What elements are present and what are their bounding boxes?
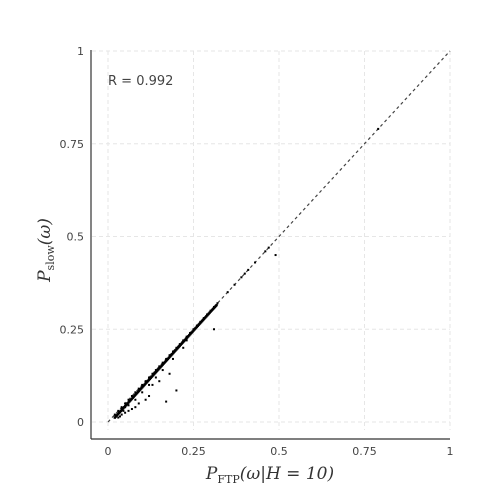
axes xyxy=(90,50,450,440)
outlier-point-7 xyxy=(151,383,154,386)
y-tick-label-2: 0.5 xyxy=(67,231,85,244)
outlier-point-20 xyxy=(141,391,144,394)
data-point-0 xyxy=(113,413,116,416)
data-point-35 xyxy=(247,268,250,271)
data-point-33 xyxy=(240,276,243,279)
outlier-point-1 xyxy=(213,328,216,331)
outlier-point-12 xyxy=(130,408,133,411)
x-tick-labels: 0 0.25 0.5 0.75 1 xyxy=(105,445,454,458)
outlier-point-3 xyxy=(165,400,168,403)
data-point-6 xyxy=(134,391,137,394)
outlier-point-9 xyxy=(144,398,147,401)
data-point-37 xyxy=(264,250,267,253)
x-axis-title-base: P xyxy=(205,464,218,484)
outlier-point-5 xyxy=(168,372,171,375)
y-tick-label-0: 0 xyxy=(77,416,84,429)
x-tick-label-3: 0.75 xyxy=(352,445,377,458)
outlier-point-17 xyxy=(118,415,121,418)
y-axis-title-base: P xyxy=(35,270,55,283)
outlier-point-23 xyxy=(171,357,174,360)
data-point-10 xyxy=(148,376,151,379)
data-point-7 xyxy=(137,387,140,390)
outlier-point-27 xyxy=(127,404,130,407)
x-tick-label-0: 0 xyxy=(105,445,112,458)
x-tick-label-2: 0.5 xyxy=(270,445,288,458)
outlier-point-10 xyxy=(137,402,140,405)
data-point-3 xyxy=(124,402,127,405)
outlier-point-24 xyxy=(185,339,188,342)
y-axis-title: Pslow(ω) xyxy=(35,218,57,283)
cluster-point xyxy=(215,303,218,307)
outlier-point-2 xyxy=(175,389,178,392)
data-point-36 xyxy=(254,261,257,264)
data-point-38 xyxy=(267,246,270,249)
outlier-point-6 xyxy=(158,380,161,383)
outlier-point-25 xyxy=(148,383,151,386)
data-point-34 xyxy=(243,272,246,275)
data-point-1 xyxy=(117,409,120,412)
x-axis-title-arg: (ω|H = 10) xyxy=(240,464,334,484)
x-axis-title-sub: FTP xyxy=(217,473,240,486)
outlier-point-0 xyxy=(274,254,277,257)
y-axis-title-arg: (ω) xyxy=(35,218,55,245)
x-axis-title: PFTP(ω|H = 10) xyxy=(205,464,334,486)
outlier-point-15 xyxy=(122,409,125,412)
data-point-30 xyxy=(216,302,219,305)
outlier-point-4 xyxy=(182,346,185,349)
data-point-4 xyxy=(127,398,130,401)
y-axis-title-sub: slow xyxy=(44,245,57,271)
outlier-point-14 xyxy=(124,411,127,414)
outlier-point-22 xyxy=(161,369,164,372)
data-point-39 xyxy=(377,127,380,130)
data-point-2 xyxy=(120,406,123,409)
outlier-point-11 xyxy=(134,406,137,409)
outlier-point-18 xyxy=(117,416,120,419)
data-point-9 xyxy=(144,380,147,383)
grid xyxy=(92,50,451,430)
data-point-11 xyxy=(151,372,154,375)
outlier-point-21 xyxy=(154,376,157,379)
y-tick-label-1: 0.25 xyxy=(60,323,85,336)
y-tick-label-4: 1 xyxy=(77,45,84,58)
x-tick-label-1: 0.25 xyxy=(181,445,206,458)
y-tick-labels: 0 0.25 0.5 0.75 1 xyxy=(60,45,85,429)
x-tick-label-4: 1 xyxy=(447,445,454,458)
data-point-31 xyxy=(226,291,229,294)
data-point-8 xyxy=(141,383,144,386)
data-point-32 xyxy=(233,283,236,286)
outlier-point-26 xyxy=(134,398,137,401)
y-tick-label-3: 0.75 xyxy=(60,138,85,151)
correlation-annotation: R = 0.992 xyxy=(108,74,173,89)
outlier-point-13 xyxy=(127,409,130,412)
data-point-5 xyxy=(130,395,133,398)
outlier-point-16 xyxy=(120,413,123,416)
outlier-point-8 xyxy=(148,395,151,398)
data-points xyxy=(113,127,380,419)
